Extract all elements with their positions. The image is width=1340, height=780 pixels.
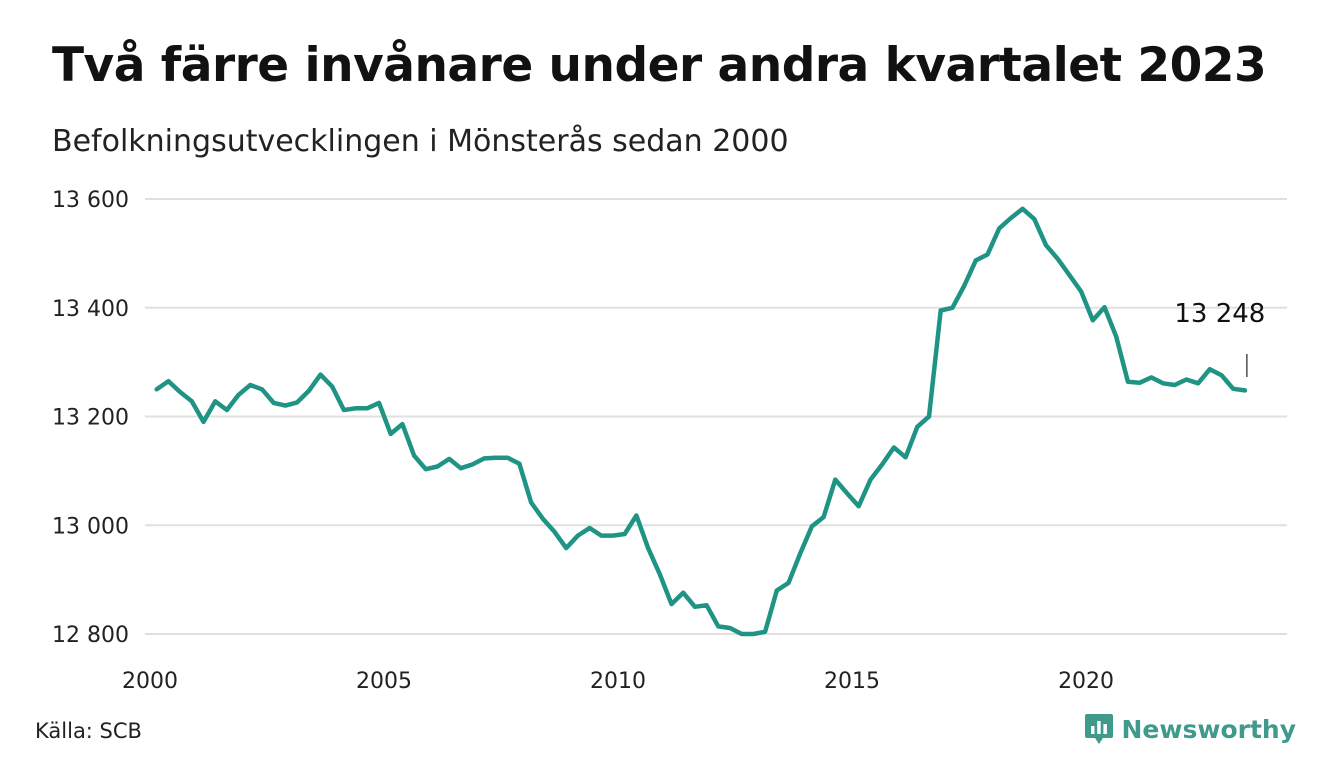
brand-name: Newsworthy (1121, 714, 1297, 744)
y-tick-label: 13 000 (52, 514, 129, 539)
x-tick-label: 2020 (1058, 669, 1114, 694)
annotation-label: 13 248 (1174, 299, 1265, 329)
source-label: Källa: SCB (35, 719, 142, 743)
x-tick-label: 2010 (590, 669, 646, 694)
y-axis-ticks: 12 800 13 000 13 200 13 400 13 600 (52, 188, 129, 648)
y-tick-label: 13 200 (52, 406, 129, 431)
x-tick-label: 2000 (122, 669, 178, 694)
chart-title: Två färre invånare under andra kvartalet… (52, 38, 1267, 93)
newsworthy-logo-icon (1084, 714, 1113, 744)
y-tick-label: 13 600 (52, 188, 129, 213)
population-series-line (154, 206, 1248, 637)
x-axis-ticks: 2000 2005 2010 2015 2020 (122, 669, 1114, 694)
x-tick-label: 2005 (356, 669, 412, 694)
x-tick-label: 2015 (824, 669, 880, 694)
chart-subtitle: Befolkningsutvecklingen i Mönsterås seda… (52, 124, 789, 159)
brand-logo: Newsworthy (1084, 712, 1297, 746)
y-tick-label: 12 800 (52, 623, 129, 648)
grid-lines (145, 198, 1287, 635)
y-tick-label: 13 400 (52, 297, 129, 322)
